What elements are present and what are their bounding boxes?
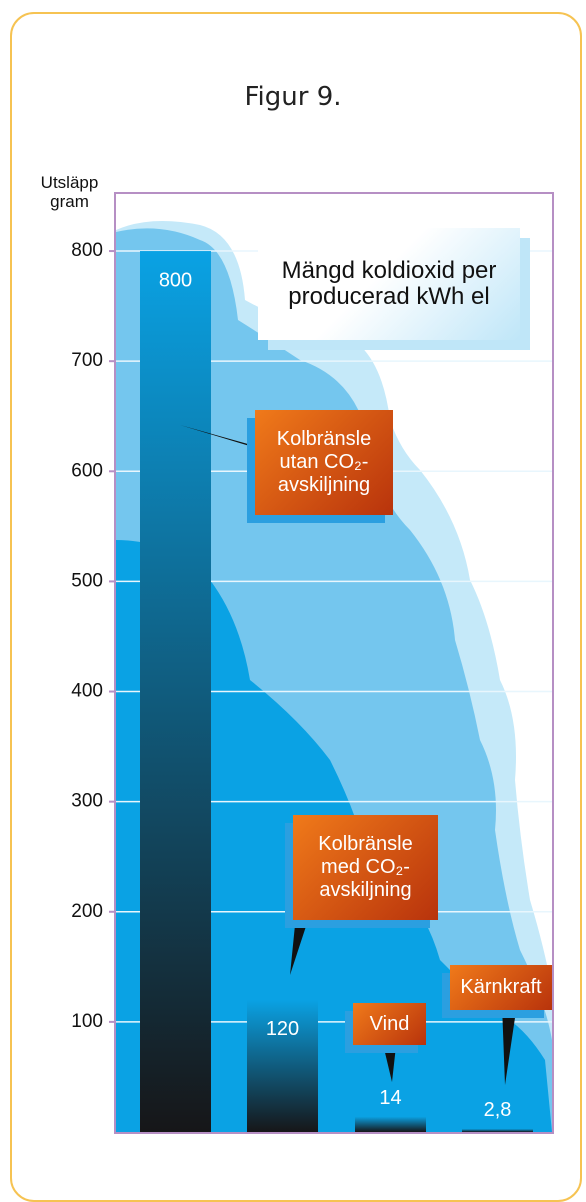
bar [462,1128,533,1132]
category-label: Kolbränsle med CO₂-avskiljning [293,815,438,920]
y-tick-label: 500 [71,570,103,591]
category-label: Kolbränsle utan CO₂-avskiljning [255,410,393,515]
annotation-box: Mängd koldioxid per producerad kWh el [258,228,520,340]
callout-pointer [290,905,311,975]
callout-pointer [502,1005,516,1085]
y-tick-label: 100 [71,1011,103,1032]
category-label: Vind [353,1003,426,1045]
bar [140,251,211,1132]
bar [355,1116,426,1132]
category-label: Kärnkraft [450,965,552,1010]
callout-pointer [180,425,276,454]
y-tick-label: 800 [71,240,103,261]
value-label: 120 [266,1018,299,1040]
value-label: 14 [379,1087,401,1109]
annotation: Mängd koldioxid per producerad kWh el [281,257,497,310]
callout-pointer [382,1040,396,1082]
y-axis-label: Utsläpp gram [40,173,99,211]
y-tick-label: 200 [71,901,103,922]
y-tick-label: 700 [71,350,103,371]
value-label: 2,8 [484,1099,512,1121]
value-label: 800 [159,269,192,291]
y-tick-label: 600 [71,460,103,481]
y-tick-label: 300 [71,791,103,812]
bar [247,999,318,1132]
chart-title: Figur 9. [244,82,342,112]
y-tick-label: 400 [71,681,103,702]
